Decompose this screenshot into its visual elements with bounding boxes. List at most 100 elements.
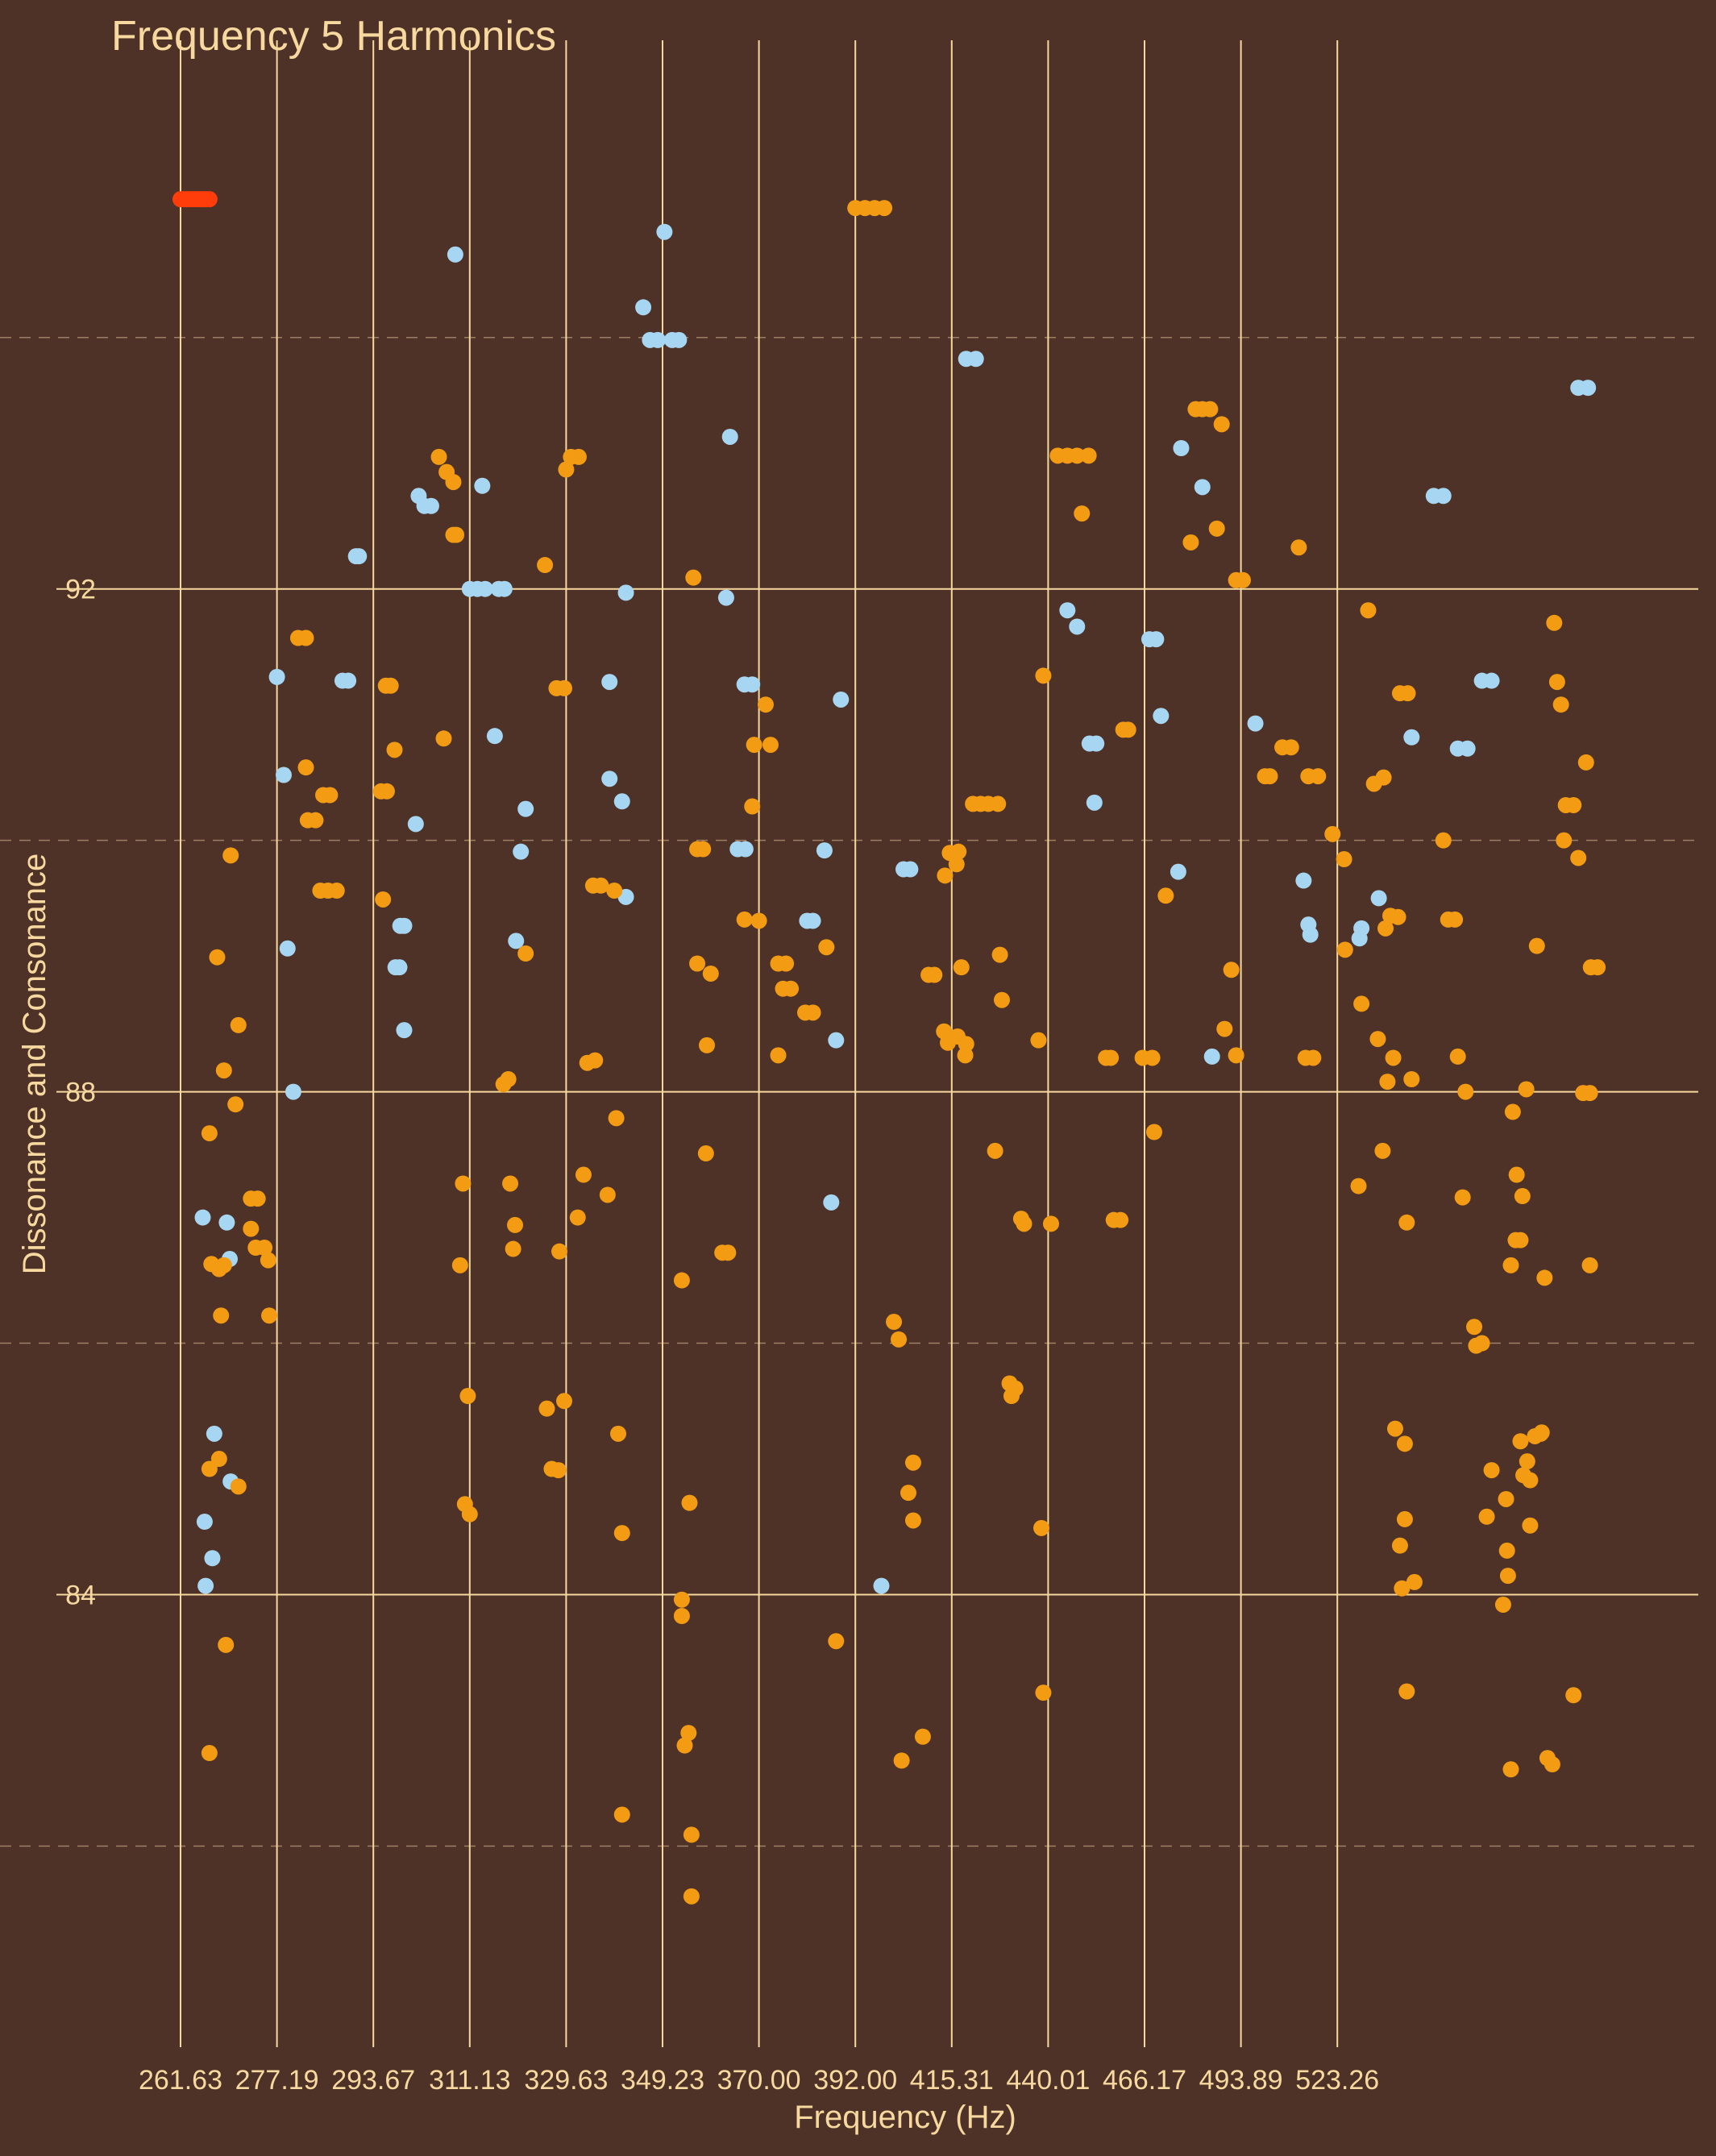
orange-data-point xyxy=(505,1240,521,1257)
orange-data-point xyxy=(558,461,575,478)
orange-data-point xyxy=(1350,1178,1367,1194)
orange-data-point xyxy=(1216,1020,1233,1037)
blue-data-point xyxy=(737,841,754,858)
orange-data-point xyxy=(720,1244,737,1261)
orange-data-point xyxy=(900,1485,916,1502)
orange-data-point xyxy=(778,955,795,972)
x-tick-label: 370.00 xyxy=(717,2065,801,2096)
orange-data-point xyxy=(227,1096,244,1113)
orange-data-point xyxy=(218,1636,235,1653)
orange-data-point xyxy=(948,856,965,873)
blue-data-point xyxy=(671,331,688,348)
orange-data-point xyxy=(1144,1049,1161,1066)
orange-data-point xyxy=(1074,505,1091,522)
orange-data-point xyxy=(1522,1517,1539,1534)
blue-data-point xyxy=(656,223,673,240)
x-tick-label: 329.63 xyxy=(524,2065,608,2096)
orange-data-point xyxy=(461,1506,478,1522)
blue-data-point xyxy=(285,1083,301,1100)
orange-data-point xyxy=(307,812,324,829)
chart-title: Frequency 5 Harmonics xyxy=(111,13,556,60)
orange-data-point xyxy=(673,1272,690,1289)
orange-data-point xyxy=(1577,754,1594,771)
orange-data-point xyxy=(1498,1490,1514,1507)
orange-data-point xyxy=(1519,1453,1535,1470)
blue-data-point xyxy=(196,1514,213,1531)
orange-data-point xyxy=(1208,520,1225,537)
orange-data-point xyxy=(1394,1580,1411,1597)
orange-data-point xyxy=(950,843,967,860)
orange-data-point xyxy=(1336,941,1353,958)
orange-data-point xyxy=(550,1462,567,1479)
orange-data-point xyxy=(210,1261,227,1277)
orange-data-point xyxy=(1466,1319,1483,1336)
orange-data-point xyxy=(683,1826,700,1843)
orange-data-point xyxy=(209,949,226,966)
data-points xyxy=(172,191,1606,1905)
blue-data-point xyxy=(650,331,667,348)
orange-data-point xyxy=(1391,1537,1408,1554)
orange-data-point xyxy=(201,1460,218,1477)
blue-data-point xyxy=(1247,715,1264,732)
blue-data-point xyxy=(1580,380,1597,397)
orange-data-point xyxy=(1447,911,1464,928)
orange-data-point xyxy=(1228,1047,1244,1064)
orange-data-point xyxy=(1398,1214,1415,1231)
orange-data-point xyxy=(1546,614,1563,631)
orange-data-point xyxy=(1030,1032,1047,1049)
orange-data-point xyxy=(1581,1085,1598,1102)
blue-data-point xyxy=(391,959,408,976)
orange-data-point xyxy=(230,1016,247,1033)
orange-data-point xyxy=(1570,850,1587,866)
orange-data-point xyxy=(1375,769,1392,786)
orange-data-point xyxy=(1449,1048,1466,1065)
x-tick-label: 261.63 xyxy=(139,2065,222,2096)
orange-data-point xyxy=(1080,447,1097,464)
blue-data-point xyxy=(828,1032,845,1049)
orange-data-point xyxy=(1112,1211,1129,1228)
orange-data-point xyxy=(201,1125,218,1142)
blue-data-point xyxy=(197,1577,214,1594)
orange-data-point xyxy=(1483,1462,1500,1479)
orange-data-point xyxy=(435,730,452,747)
blue-data-point xyxy=(279,940,296,957)
orange-data-point xyxy=(744,798,761,815)
x-tick-label: 493.89 xyxy=(1199,2065,1283,2096)
orange-data-point xyxy=(537,557,554,574)
orange-data-point xyxy=(957,1047,974,1064)
orange-data-point xyxy=(1473,1335,1490,1352)
blue-data-point xyxy=(721,428,738,445)
orange-data-point xyxy=(673,1608,690,1625)
orange-data-point xyxy=(1403,1070,1420,1087)
blue-data-point xyxy=(496,580,513,597)
orange-data-point xyxy=(1336,851,1352,868)
orange-data-point xyxy=(1556,832,1573,849)
blue-data-point xyxy=(1403,729,1420,746)
blue-data-point xyxy=(407,816,424,833)
orange-data-point xyxy=(297,759,314,776)
orange-data-point xyxy=(926,966,943,983)
orange-data-point xyxy=(685,569,702,586)
y-tick-label: 84 xyxy=(65,1580,96,1610)
orange-data-point xyxy=(1498,1542,1515,1559)
blue-data-point xyxy=(1302,926,1319,943)
orange-data-point xyxy=(1528,937,1545,954)
orange-data-point xyxy=(904,1512,921,1529)
orange-data-point xyxy=(914,1728,931,1745)
orange-data-point xyxy=(1145,1124,1162,1140)
blue-data-point xyxy=(967,351,984,368)
orange-data-point xyxy=(1390,908,1406,925)
orange-data-point xyxy=(445,526,462,543)
blue-data-point xyxy=(1459,740,1476,757)
orange-data-point xyxy=(1007,1380,1024,1397)
orange-data-point xyxy=(556,679,573,696)
orange-data-point xyxy=(570,448,587,465)
orange-data-point xyxy=(804,1004,821,1021)
orange-data-point xyxy=(1532,1425,1549,1442)
orange-data-point xyxy=(569,1209,586,1226)
blue-data-point xyxy=(744,676,761,693)
orange-data-point xyxy=(502,1175,519,1192)
blue-data-point xyxy=(474,477,491,494)
